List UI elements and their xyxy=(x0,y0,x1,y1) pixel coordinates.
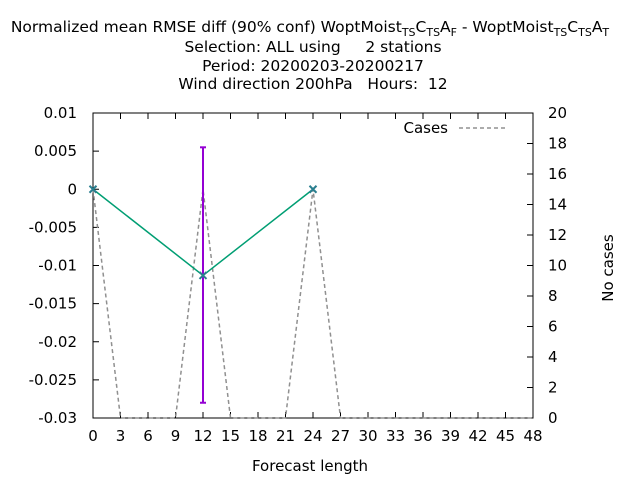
y2-tick-label: 10 xyxy=(548,257,567,275)
plot-area xyxy=(92,112,534,419)
title-line-1-sub4: TS xyxy=(553,26,568,39)
title-line-1-sep: - WoptMoist xyxy=(457,18,554,36)
title-line-3: Period: 20200203-20200217 xyxy=(202,57,424,75)
title-line-1-mid4: A xyxy=(592,18,603,36)
y2-tick-label: 0 xyxy=(548,409,558,427)
y-tick-label: -0.005 xyxy=(29,218,77,236)
y-tick-label: -0.03 xyxy=(38,409,77,427)
title-line-1: Normalized mean RMSE diff (90% conf) Wop… xyxy=(11,18,610,39)
x-tick-label: 3 xyxy=(116,427,126,445)
x-tick-label: 18 xyxy=(248,427,267,445)
y-tick-label: 0.01 xyxy=(44,104,77,122)
y-tick-label: -0.015 xyxy=(29,295,77,313)
x-tick-label: 21 xyxy=(276,427,295,445)
title-line-1-sub2: TS xyxy=(425,26,440,39)
series-layer xyxy=(88,146,533,419)
x-tick-label: 48 xyxy=(523,427,542,445)
y-tick-label: -0.025 xyxy=(29,371,77,389)
title-line-1-sub1: TS xyxy=(401,26,416,39)
x-tick-label: 42 xyxy=(468,427,487,445)
y-tick-label: -0.01 xyxy=(38,257,77,275)
y2-tick-label: 16 xyxy=(548,165,567,183)
y-axis-ticks: 0.01 0.005 0 -0.005 -0.01 -0.015 -0.02 -0.025 -0… xyxy=(29,104,99,427)
x-tick-label: 30 xyxy=(358,427,377,445)
y2-tick-label: 4 xyxy=(548,348,558,366)
title-line-2: Selection: ALL using 2 stations xyxy=(184,38,441,56)
y-tick-label: -0.02 xyxy=(38,333,77,351)
x-tick-label: 39 xyxy=(441,427,460,445)
x-tick-label: 0 xyxy=(88,427,98,445)
data-point-diff xyxy=(88,185,98,194)
x-tick-label: 24 xyxy=(303,427,322,445)
x-tick-label: 15 xyxy=(221,427,240,445)
x-tick-label: 45 xyxy=(496,427,515,445)
x-tick-label: 12 xyxy=(193,427,212,445)
title-line-1-sub5: TS xyxy=(577,26,592,39)
x-tick-label: 6 xyxy=(143,427,153,445)
x-tick-label: 36 xyxy=(413,427,432,445)
y-tick-label: 0.005 xyxy=(34,142,77,160)
x-tick-label: 33 xyxy=(386,427,405,445)
title-line-1-sub3: F xyxy=(451,26,457,39)
legend: Cases xyxy=(403,119,507,137)
data-point-diff xyxy=(308,185,318,194)
title-line-1-mid1: C xyxy=(416,18,427,36)
y2-tick-label: 12 xyxy=(548,226,567,244)
title-line-1-mid3: C xyxy=(567,18,578,36)
x-tick-label: 9 xyxy=(171,427,181,445)
title-line-1-lead: Normalized mean RMSE diff (90% conf) Wop… xyxy=(11,18,402,36)
y2-tick-label: 8 xyxy=(548,287,558,305)
chart-title: Normalized mean RMSE diff (90% conf) Wop… xyxy=(11,18,610,93)
x-tick-label: 27 xyxy=(331,427,350,445)
title-line-1-mid2: A xyxy=(440,18,451,36)
title-line-4: Wind direction 200hPa Hours: 12 xyxy=(178,75,447,93)
y2-axis-label: No cases xyxy=(599,234,617,302)
y2-tick-label: 2 xyxy=(548,379,558,397)
series-line-cases xyxy=(92,189,533,419)
legend-label-cases: Cases xyxy=(403,119,448,137)
y2-tick-label: 14 xyxy=(548,196,567,214)
x-axis-ticks: 0 3 6 9 12 15 18 21 24 27 30 33 36 39 42 45 48 xyxy=(88,113,543,445)
data-point-diff xyxy=(198,271,208,280)
y2-tick-label: 6 xyxy=(548,318,558,336)
y2-tick-label: 20 xyxy=(548,104,567,122)
y2-tick-label: 18 xyxy=(548,135,567,153)
x-axis-label: Forecast length xyxy=(252,457,368,475)
title-line-1-sub6: T xyxy=(601,26,609,39)
y-tick-label: 0 xyxy=(67,180,77,198)
